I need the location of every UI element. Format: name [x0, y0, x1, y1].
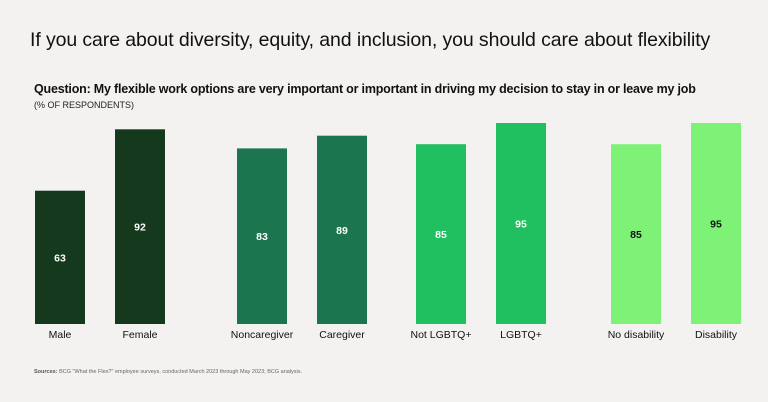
category-label: LGBTQ+	[500, 329, 542, 341]
bar	[416, 144, 466, 324]
category-label: No disability	[608, 329, 665, 341]
category-label: Caregiver	[319, 329, 365, 341]
bar	[691, 123, 741, 324]
bar-group: 83 Noncaregiver 89 Caregiver	[231, 135, 367, 341]
bar	[611, 144, 661, 324]
bar-value-label: 83	[256, 231, 268, 243]
bar-value-label: 89	[336, 225, 348, 237]
bar-group: 85 Not LGBTQ+ 95 LGBTQ+	[411, 123, 546, 341]
bar	[317, 135, 367, 324]
bar	[237, 148, 287, 324]
bar-group: 63 Male 92 Female	[35, 129, 165, 341]
category-label: Female	[122, 329, 157, 341]
category-label: Noncaregiver	[231, 329, 294, 341]
unit-note: (% OF RESPONDENTS)	[34, 100, 135, 110]
chart-title: Question: My flexible work options are v…	[34, 82, 696, 96]
bar	[496, 123, 546, 324]
bar-value-label: 92	[134, 222, 146, 234]
bar-value-label: 63	[54, 252, 66, 264]
category-label: Not LGBTQ+	[411, 329, 472, 341]
page-title: If you care about diversity, equity, and…	[30, 29, 711, 51]
bar	[35, 190, 85, 324]
bar	[115, 129, 165, 324]
bar-value-label: 95	[515, 219, 527, 231]
sources-text: BCG "What the Flex?" employee surveys, c…	[59, 369, 303, 375]
bar-value-label: 85	[630, 229, 642, 241]
category-label: Disability	[695, 329, 738, 341]
bar-value-label: 95	[710, 219, 722, 231]
sources-label: Sources:	[34, 369, 58, 375]
bars-layer: 63Male92Female83Noncaregiver89Caregiver8…	[35, 123, 741, 341]
bar-group: 85 No disability 95 Disability	[608, 123, 741, 341]
bar-value-label: 85	[435, 229, 447, 241]
category-label: Male	[49, 329, 72, 341]
sources-note: Sources: BCG "What the Flex?" employee s…	[34, 369, 302, 375]
